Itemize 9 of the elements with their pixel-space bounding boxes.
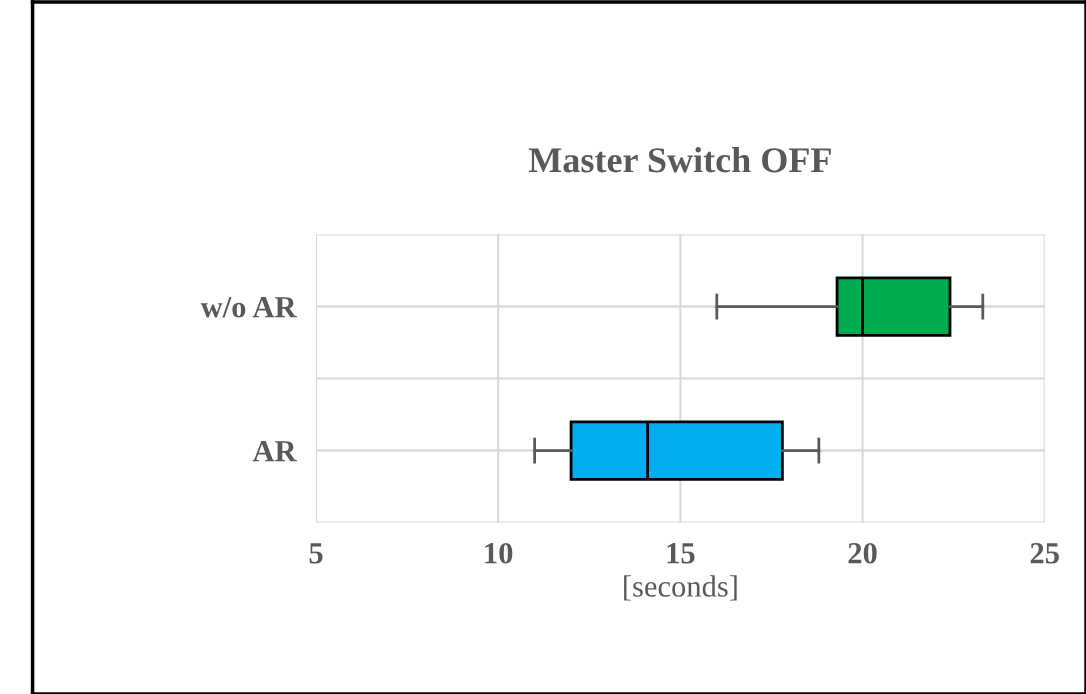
x-tick-label: 25	[1030, 543, 1059, 564]
y-tick-label: w/o AR	[200, 297, 297, 318]
x-axis-title: [seconds]	[624, 575, 737, 601]
x-tick-label: 5	[309, 543, 323, 564]
x-tick-label: 20	[848, 542, 877, 564]
chart-title: Master Switch OFF	[528, 147, 831, 173]
x-tick-label: 15	[667, 543, 695, 564]
y-tick-label: AR	[252, 441, 297, 462]
x-tick-label: 10	[485, 542, 513, 564]
